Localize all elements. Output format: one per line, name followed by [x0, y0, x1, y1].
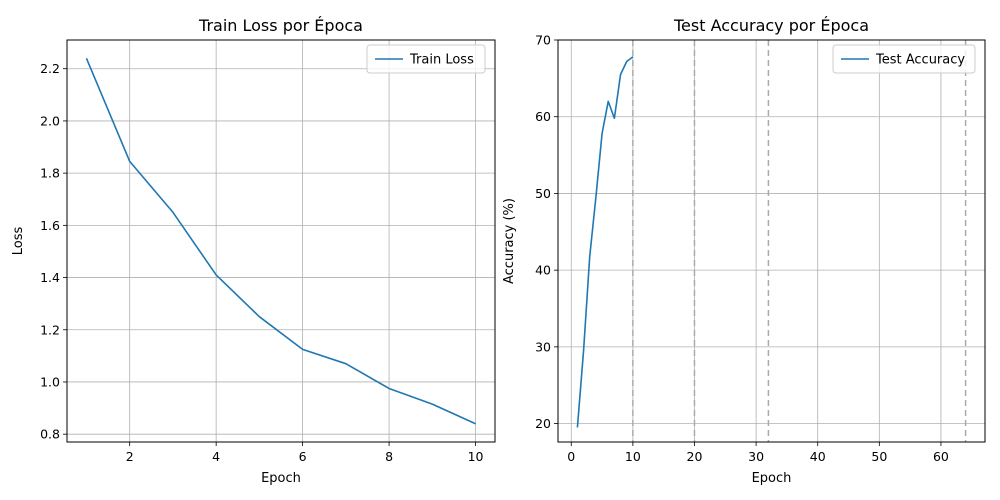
- y-tick-label: 20: [535, 416, 551, 431]
- series-layer: [85, 57, 476, 425]
- legend-box: [832, 44, 976, 74]
- x-axis-label: Epoch: [261, 471, 301, 486]
- y-tick-label: 0.8: [40, 427, 60, 442]
- y-tick-label: 1.2: [40, 322, 60, 337]
- y-tick-label: 1.0: [40, 374, 60, 389]
- x-tick-label: 60: [933, 449, 949, 464]
- y-tick-label: 60: [535, 109, 551, 124]
- y-tick-label: 2.0: [40, 113, 60, 128]
- x-tick-label: 20: [687, 449, 703, 464]
- x-tick-label: 4: [212, 449, 220, 464]
- x-tick-label: 0: [567, 449, 575, 464]
- series-line: [576, 56, 634, 428]
- y-tick-label: 2.2: [40, 61, 60, 76]
- y-tick-label: 40: [535, 263, 551, 278]
- y-axis-label: Accuracy (%): [502, 198, 517, 284]
- chart-title: Test Accuracy por Época: [673, 16, 869, 35]
- x-tick-label: 40: [810, 449, 826, 464]
- y-axis-ticks: 0.8 1.0 1.2 1.4 1.6 1.8 2.0 2.2: [40, 61, 67, 442]
- y-axis-label: Loss: [11, 227, 26, 256]
- legend-entry-train-loss: Train Loss: [409, 53, 474, 68]
- x-tick-label: 6: [299, 449, 307, 464]
- legend: Train Loss: [366, 44, 486, 74]
- plot-area: [67, 40, 495, 442]
- series-line: [85, 57, 476, 425]
- x-axis-ticks: 0 10 20 30 40 50 60: [567, 442, 949, 464]
- y-tick-label: 30: [535, 339, 551, 354]
- y-tick-label: 70: [535, 33, 551, 48]
- y-tick-label: 1.4: [40, 270, 60, 285]
- grid: [67, 40, 495, 442]
- x-axis-label: Epoch: [752, 471, 792, 486]
- x-axis-ticks: 2 4 6 8 10: [126, 442, 484, 464]
- x-tick-label: 10: [625, 449, 641, 464]
- legend-box: [366, 44, 486, 74]
- y-tick-label: 1.8: [40, 166, 60, 181]
- plot-border: [66, 39, 496, 443]
- chart-title: Train Loss por Época: [198, 16, 363, 35]
- legend: Test Accuracy: [832, 44, 976, 74]
- legend-entry-test-accuracy: Test Accuracy: [875, 53, 965, 68]
- plot-border: [557, 39, 986, 443]
- x-tick-label: 8: [385, 449, 393, 464]
- series-layer: [576, 56, 634, 428]
- train-loss-chart: 2 4 6 8 10 0.8 1.0 1.2 1.4 1.6 1.8 2.0 2.2 Train Lo…: [11, 16, 496, 486]
- x-tick-label: 2: [126, 449, 134, 464]
- y-tick-label: 1.6: [40, 218, 60, 233]
- x-tick-label: 10: [468, 449, 484, 464]
- y-tick-label: 50: [535, 186, 551, 201]
- x-tick-label: 30: [748, 449, 764, 464]
- plot-area: [558, 40, 985, 442]
- y-axis-ticks: 20 30 40 50 60 70: [535, 33, 558, 431]
- test-accuracy-chart: 0 10 20 30 40 50 60 20 30 40 50 60 70 Test Accuracy…: [502, 16, 986, 486]
- x-tick-label: 50: [871, 449, 887, 464]
- reference-lines: [632, 40, 967, 442]
